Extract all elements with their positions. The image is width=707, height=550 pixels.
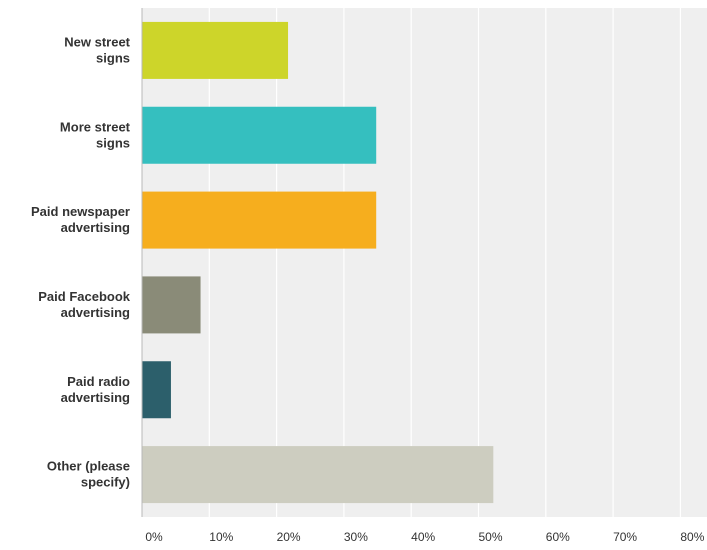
gridlines <box>208 8 682 517</box>
category-label: advertising <box>61 220 130 235</box>
x-tick-label: 10% <box>209 530 233 544</box>
category-label: Paid Facebook <box>38 289 131 304</box>
bar[interactable] <box>142 191 377 249</box>
x-tick-label: 80% <box>680 530 704 544</box>
category-label: signs <box>96 50 130 65</box>
category-label: New street <box>64 34 130 49</box>
x-tick-label: 50% <box>478 530 502 544</box>
bar[interactable] <box>142 21 289 79</box>
bar[interactable] <box>142 276 201 334</box>
category-label: signs <box>96 135 130 150</box>
plot-area <box>142 8 707 517</box>
category-label: More street <box>60 119 131 134</box>
bars <box>142 21 494 504</box>
bar[interactable] <box>142 106 377 164</box>
x-tick-label: 70% <box>613 530 637 544</box>
x-tick-label: 0% <box>145 530 163 544</box>
x-tick-label: 40% <box>411 530 435 544</box>
category-label: advertising <box>61 390 130 405</box>
x-tick-label: 60% <box>546 530 570 544</box>
category-label: Paid radio <box>67 374 130 389</box>
bar[interactable] <box>142 446 494 504</box>
x-tick-labels: 0% 10% 20% 30% 40% 50% 60% 70% 80% <box>145 530 704 544</box>
category-label: advertising <box>61 305 130 320</box>
category-label: Other (please <box>47 459 130 474</box>
x-tick-label: 30% <box>344 530 368 544</box>
category-label: Paid newspaper <box>31 204 130 219</box>
category-label: specify) <box>81 475 130 490</box>
x-tick-label: 20% <box>277 530 301 544</box>
bar[interactable] <box>142 361 171 419</box>
